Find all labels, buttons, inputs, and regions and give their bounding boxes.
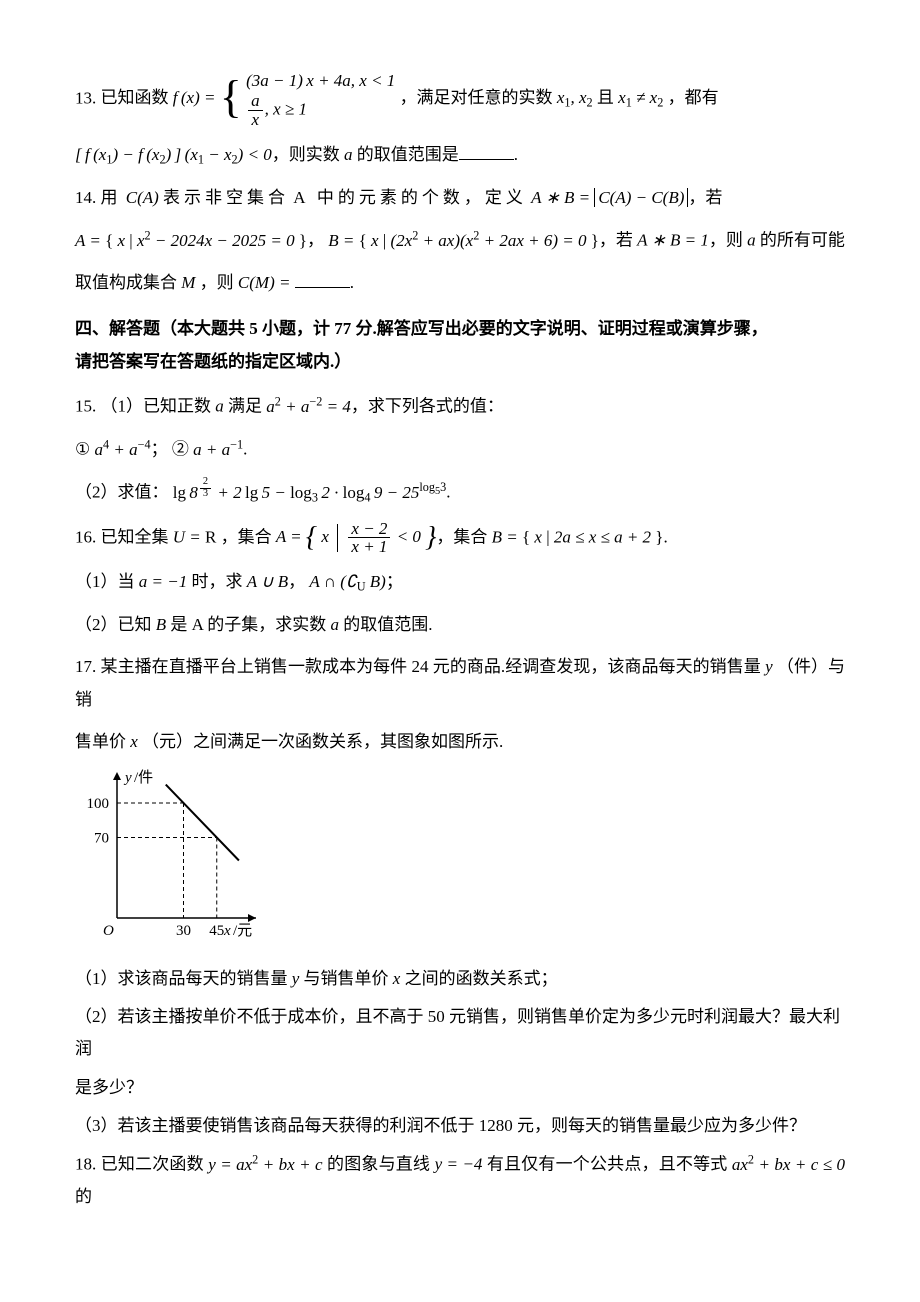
question-18: 18. 已知二次函数 y = ax2 + bx + c 的图象与直线 y = −…: [75, 1148, 845, 1213]
question-13-line2: [ f (x1) − f (x2) ] (x1 − x2) < 0，则实数 a …: [75, 139, 845, 172]
blank: [295, 270, 350, 288]
question-17-line2: 售单价 x （元）之间满足一次函数关系，其图象如图所示.: [75, 726, 845, 758]
svg-text:100: 100: [87, 796, 110, 812]
question-14-line2: A = { x | x2 − 2024x − 2025 = 0 }， B = {…: [75, 224, 845, 257]
q17-chart: 100 70 30 45 y/件 x/元 O: [75, 768, 845, 954]
blank: [459, 142, 514, 160]
chart-svg: 100 70 30 45 y/件 x/元 O: [75, 768, 260, 943]
q13-number: 13.: [75, 88, 96, 107]
question-16: 16. 已知全集 U = R ，集合 A = { x x − 2x + 1 < …: [75, 520, 845, 557]
q14-number: 14.: [75, 188, 96, 207]
question-17-part2: （2）若该主播按单价不低于成本价，且不高于 50 元销售，则销售单价定为多少元时…: [75, 1001, 845, 1066]
question-16-part1: （1）当 a = −1 时，求 A ∪ B， A ∩ (∁U B)；: [75, 566, 845, 599]
svg-text:70: 70: [94, 831, 109, 847]
svg-text:45: 45: [209, 923, 224, 939]
section-4-title: 四、解答题（本大题共 5 小题，计 77 分.解答应写出必要的文字说明、证明过程…: [75, 313, 845, 378]
q15-number: 15.: [75, 397, 96, 416]
q16-number: 16.: [75, 527, 96, 546]
question-13: 13. 已知函数 f (x) = { (3a − 1) x + 4a, x < …: [75, 70, 845, 129]
svg-text:/元: /元: [233, 923, 252, 939]
svg-text:/件: /件: [134, 769, 153, 786]
question-15: 15. （1）已知正数 a 满足 a2 + a−2 = 4，求下列各式的值：: [75, 390, 845, 423]
q17-number: 17.: [75, 657, 96, 676]
svg-text:y: y: [123, 770, 132, 786]
question-15-subs: ① a4 + a−4； ② a + a−1.: [75, 433, 845, 466]
svg-text:x: x: [223, 923, 231, 939]
question-17-part3: （3）若该主播要使销售该商品每天获得的利润不低于 1280 元，则每天的销售量最…: [75, 1110, 845, 1142]
question-14: 14. 用 C(A) 表示非空集合 A 中的元素的个数，定义 A ∗ B = C…: [75, 182, 845, 214]
question-15-part2: （2）求值： lg 823 + 2 lg 5 − log3 2 · log4 9…: [75, 476, 845, 510]
svg-text:30: 30: [176, 923, 191, 939]
question-17-part1: （1）求该商品每天的销售量 y 与销售单价 x 之间的函数关系式；: [75, 963, 845, 995]
question-17: 17. 某主播在直播平台上销售一款成本为每件 24 元的商品.经调查发现，该商品…: [75, 651, 845, 716]
svg-text:O: O: [103, 923, 114, 939]
question-14-line3: 取值构成集合 M ，则 C(M) = .: [75, 267, 845, 299]
question-17-part2b: 是多少？: [75, 1072, 845, 1104]
question-16-part2: （2）已知 B 是 A 的子集，求实数 a 的取值范围.: [75, 609, 845, 641]
q18-number: 18.: [75, 1155, 96, 1174]
q13-text: 已知函数 f (x) = { (3a − 1) x + 4a, x < 1 ax…: [101, 88, 719, 107]
